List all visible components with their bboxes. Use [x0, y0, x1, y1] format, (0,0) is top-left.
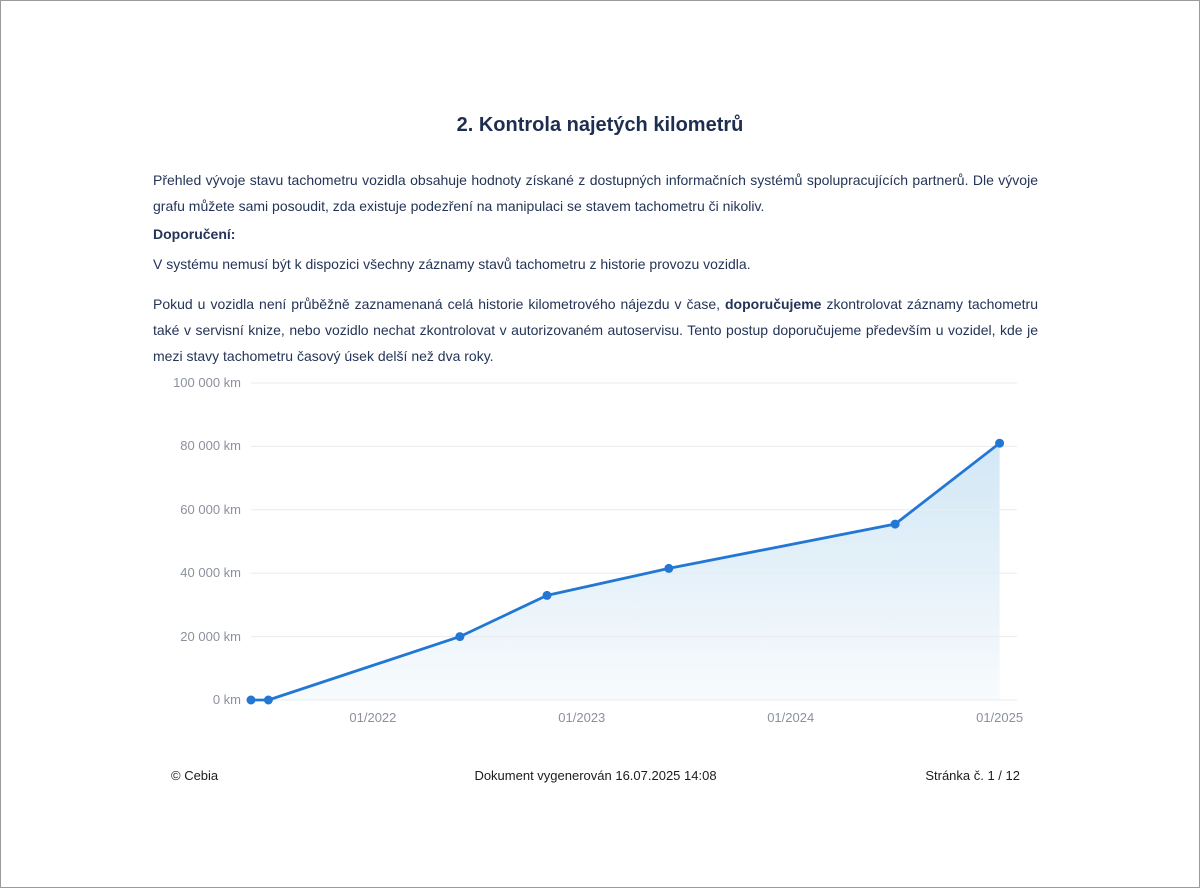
y-axis-label: 20 000 km [180, 628, 241, 644]
x-axis-label: 01/2023 [558, 710, 606, 725]
chart-plot-svg [246, 382, 1017, 705]
y-axis-label: 80 000 km [180, 438, 241, 454]
x-axis-label: 01/2025 [976, 710, 1024, 725]
chart-y-axis: 100 000 km 80 000 km 60 000 km 40 000 km 20 … [153, 375, 251, 707]
footer-generated-timestamp: Dokument vygenerován 16.07.2025 14:08 [474, 768, 717, 783]
y-axis-label: 40 000 km [180, 565, 241, 581]
advice-text-bold: doporučujeme [725, 296, 822, 312]
recommendation-heading: Doporučení: [153, 226, 236, 242]
x-axis-label: 01/2024 [767, 710, 815, 725]
footer-copyright: © Cebia [171, 768, 219, 783]
advice-paragraph: Pokud u vozidla není průběžně zaznamenan… [153, 291, 1038, 369]
y-axis-label: 100 000 km [173, 375, 241, 390]
page-title: 2. Kontrola najetých kilometrů [456, 114, 744, 136]
y-axis-label: 0 km [212, 692, 241, 707]
x-axis-label: 01/2022 [349, 710, 397, 725]
data-point [246, 695, 256, 705]
intro-paragraph: Přehled vývoje stavu tachometru vozidla … [153, 172, 1038, 214]
data-point [455, 632, 465, 642]
odometer-chart: 100 000 km 80 000 km 60 000 km 40 000 km 20 … [153, 375, 1199, 731]
footer-page-number: Stránka č. 1 / 12 [925, 768, 1020, 783]
data-point [890, 519, 900, 529]
availability-paragraph: V systému nemusí být k dispozici všechny… [153, 256, 751, 272]
advice-text-before: Pokud u vozidla není průběžně zaznamenan… [153, 296, 725, 312]
y-axis-label: 60 000 km [180, 501, 241, 517]
data-point [542, 590, 552, 600]
area-fill [251, 443, 1000, 700]
data-point [995, 438, 1005, 448]
data-point [664, 563, 674, 573]
chart-x-axis: 01/2022 01/2023 01/2024 01/2025 [251, 701, 1023, 731]
chart-plot-area: 01/2022 01/2023 01/2024 01/2025 [246, 382, 1023, 731]
data-point [263, 695, 273, 705]
page-footer: © Cebia Dokument vygenerován 16.07.2025 … [153, 767, 1038, 784]
advice-text-after: zkontrolovat záznamy tachometru také v s… [153, 296, 1038, 364]
document-body: Přehled vývoje stavu tachometru vozidla … [153, 167, 1038, 369]
